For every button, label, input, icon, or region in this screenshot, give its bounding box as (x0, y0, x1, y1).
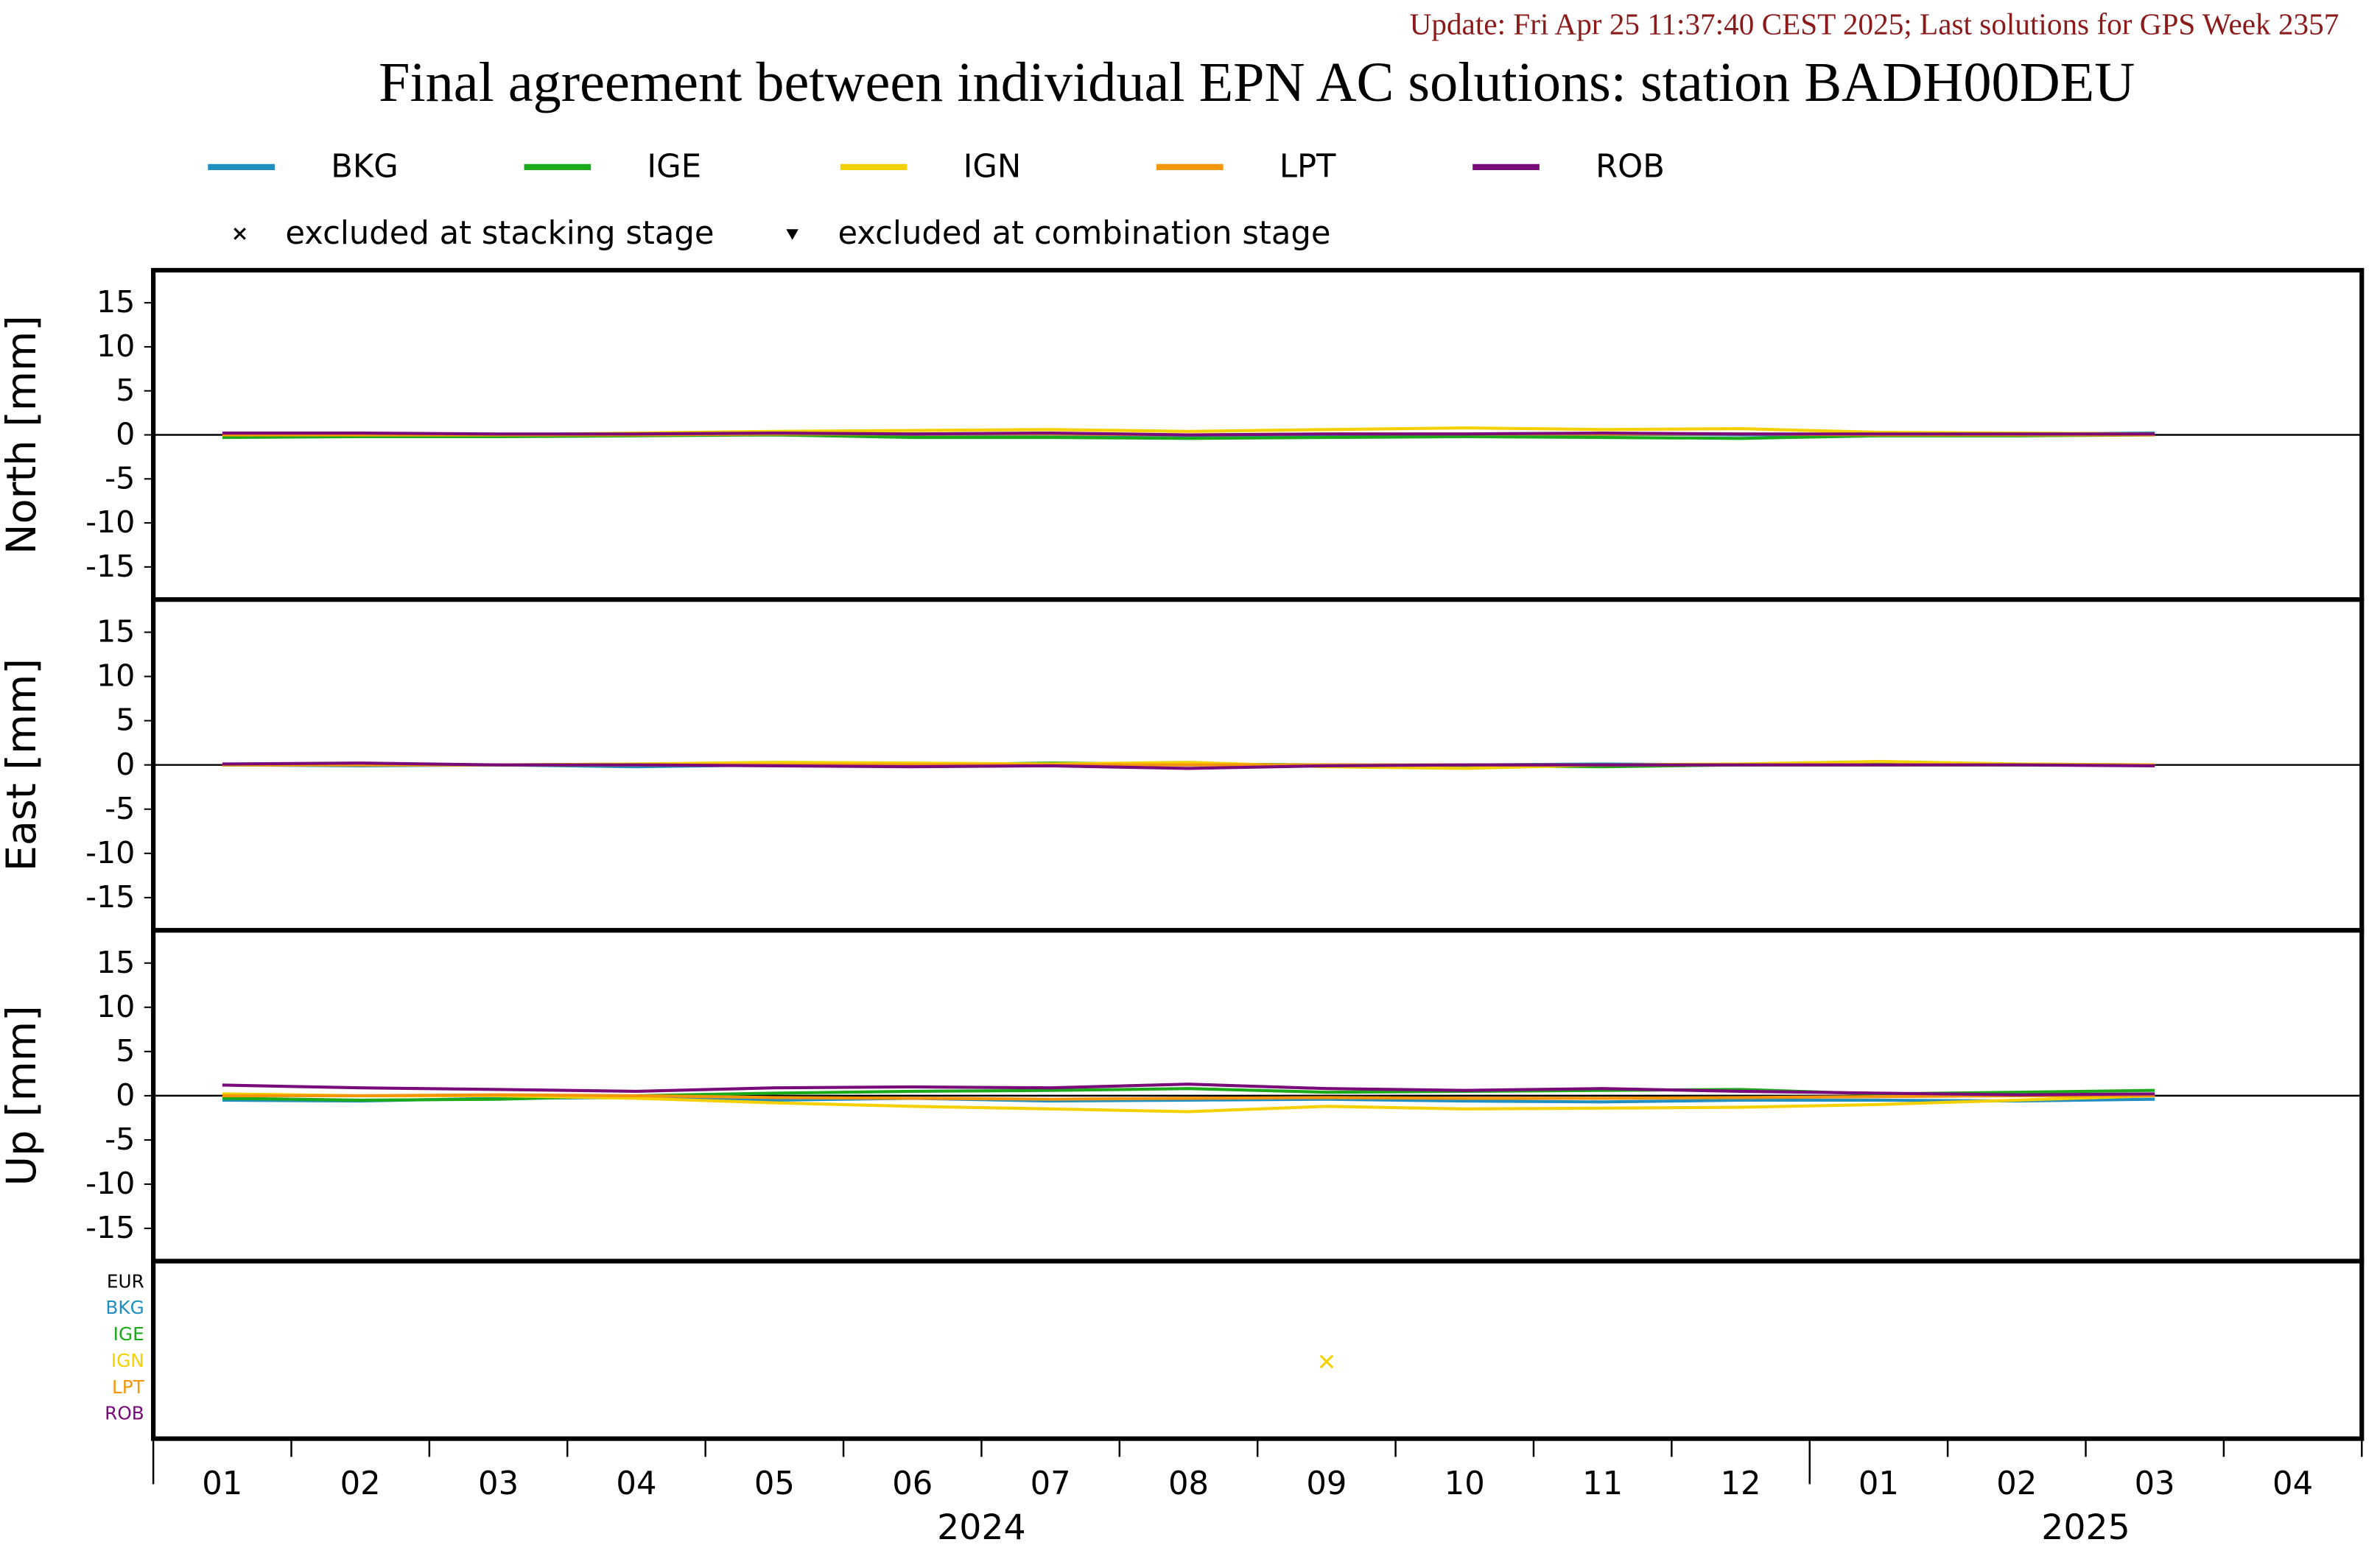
legend-label: excluded at stacking stage (285, 215, 714, 252)
x-tick-label: 09 (1306, 1465, 1347, 1502)
x-tick-label: 07 (1031, 1465, 1071, 1502)
y-tick-label: -15 (85, 879, 135, 915)
series-line (222, 1093, 2155, 1101)
x-tick-label: 05 (754, 1465, 795, 1502)
y-tick-label: -10 (85, 1166, 135, 1201)
chart-title: Final agreement between individual EPN A… (379, 52, 2135, 113)
y-tick-label: -10 (85, 835, 135, 870)
y-tick-label: 10 (96, 328, 135, 364)
y-tick-label: 5 (116, 703, 135, 738)
legend-label: IGN (963, 148, 1022, 185)
series-line (222, 1083, 2155, 1097)
x-tick-label: 01 (1858, 1465, 1899, 1502)
x-tick-label: 02 (340, 1465, 381, 1502)
x-tick-label: 08 (1168, 1465, 1209, 1502)
legend-label: BKG (331, 148, 399, 185)
row-label: IGN (111, 1350, 144, 1371)
row-label: LPT (112, 1376, 145, 1398)
legend-label: ROB (1596, 148, 1665, 185)
y-tick-label: -15 (85, 549, 135, 584)
y-tick-label: 10 (96, 658, 135, 694)
y-tick-label: 0 (116, 747, 135, 782)
x-tick-label: 01 (202, 1465, 242, 1502)
row-label: EUR (107, 1270, 144, 1292)
legend-marker (786, 229, 798, 240)
legend-label: excluded at combination stage (838, 215, 1330, 252)
legend-label: IGE (647, 148, 701, 185)
update-note: Update: Fri Apr 25 11:37:40 CEST 2025; L… (1410, 7, 2339, 41)
year-label: 2024 (937, 1507, 1026, 1545)
year-label: 2025 (2041, 1507, 2130, 1545)
y-axis-label: East [mm] (0, 658, 46, 871)
x-tick-label: 04 (2272, 1465, 2313, 1502)
y-tick-label: -5 (105, 460, 135, 496)
x-tick-label: 04 (616, 1465, 656, 1502)
y-tick-label: 0 (116, 417, 135, 452)
y-tick-label: -10 (85, 504, 135, 540)
panel-frame (151, 1259, 2365, 1441)
legend-marker (234, 228, 246, 240)
x-tick-label: 11 (1582, 1465, 1623, 1502)
y-tick-label: 5 (116, 1033, 135, 1069)
y-tick-label: 15 (96, 284, 135, 320)
y-axis-label: Up [mm] (0, 1005, 46, 1186)
series-line (222, 761, 2155, 770)
y-tick-label: 15 (96, 945, 135, 980)
row-label: IGE (113, 1323, 144, 1345)
x-tick-label: 03 (2135, 1465, 2175, 1502)
y-tick-label: -5 (105, 791, 135, 826)
y-tick-label: 10 (96, 989, 135, 1024)
row-label: BKG (105, 1297, 144, 1318)
series-line (222, 431, 2155, 437)
y-tick-label: 0 (116, 1077, 135, 1113)
row-label: ROB (105, 1403, 144, 1424)
x-tick-label: 10 (1445, 1465, 1485, 1502)
y-tick-label: -15 (85, 1210, 135, 1245)
y-tick-label: 15 (96, 614, 135, 650)
excluded-point (1319, 1354, 1334, 1369)
x-tick-label: 06 (892, 1465, 933, 1502)
x-tick-label: 03 (478, 1465, 519, 1502)
y-axis-label: North [mm] (0, 315, 46, 555)
y-tick-label: -5 (105, 1122, 135, 1157)
x-tick-label: 12 (1721, 1465, 1761, 1502)
legend-label: LPT (1279, 148, 1336, 185)
y-tick-label: 5 (116, 373, 135, 408)
x-tick-label: 02 (1996, 1465, 2037, 1502)
